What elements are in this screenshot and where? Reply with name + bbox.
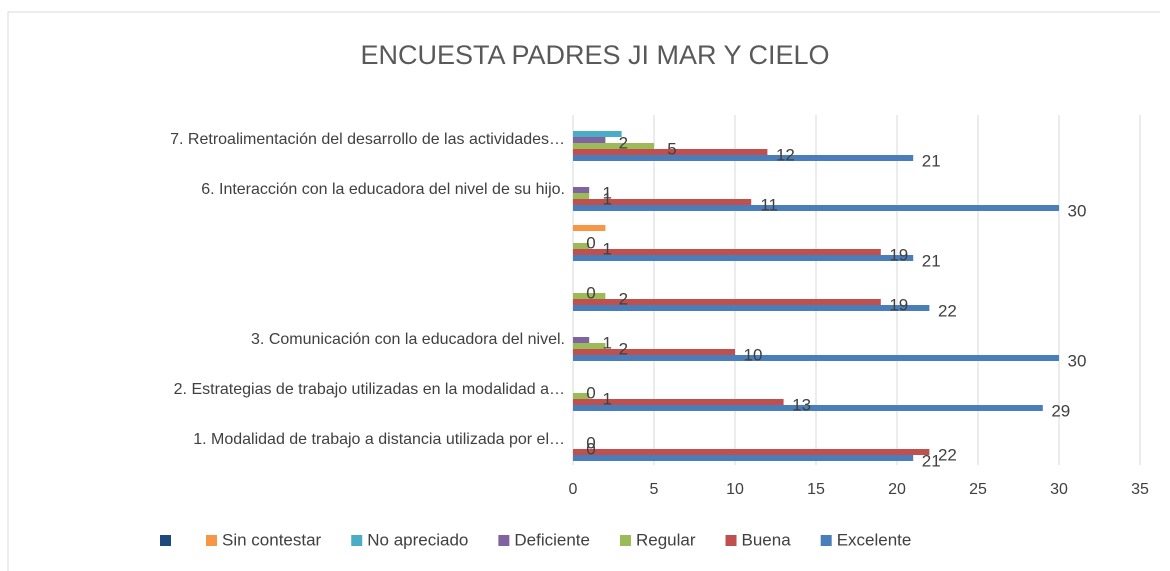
legend-label: Sin contestar	[222, 530, 322, 549]
legend-label: No apreciado	[367, 530, 468, 549]
y-tick-label: 7. Retroalimentación del desarrollo de l…	[170, 131, 565, 148]
data-label: 21	[922, 251, 941, 270]
data-label: 0	[586, 283, 595, 302]
legend-swatch	[498, 535, 510, 546]
legend-swatch	[160, 535, 171, 546]
data-label: 1	[602, 333, 611, 352]
data-label: 11	[760, 195, 778, 214]
data-label: 30	[1068, 201, 1087, 220]
data-label: 2	[619, 339, 628, 358]
data-label: 22	[938, 301, 957, 320]
legend-swatch	[725, 535, 737, 546]
bar	[573, 349, 735, 355]
data-label: 1	[602, 183, 611, 202]
bar	[573, 193, 590, 199]
bar	[573, 155, 914, 161]
data-label: 5	[667, 139, 676, 158]
bar	[573, 343, 606, 349]
bar	[573, 455, 914, 461]
data-label: 0	[586, 439, 595, 458]
bar	[573, 399, 784, 405]
legend-label: Buena	[742, 530, 792, 549]
bar	[573, 305, 930, 311]
data-label: 0	[586, 383, 595, 402]
bar	[573, 243, 590, 249]
data-label: 30	[1068, 351, 1087, 370]
bar	[573, 293, 606, 299]
y-tick-label: 1. Modalidad de trabajo a distancia util…	[193, 431, 565, 448]
data-label: 19	[889, 295, 908, 314]
x-tick-label: 5	[650, 481, 659, 498]
x-tick-label: 10	[726, 481, 744, 498]
bar	[573, 225, 606, 231]
x-tick-label: 25	[969, 481, 987, 498]
data-label: 2	[619, 289, 628, 308]
chart-title: ENCUESTA PADRES JI MAR Y CIELO	[360, 40, 829, 70]
bar	[573, 143, 654, 149]
bar	[573, 199, 752, 205]
bar	[573, 187, 590, 193]
bar	[573, 355, 1059, 361]
y-tick-label: 2. Estrategias de trabajo utilizadas en …	[174, 381, 565, 398]
bar	[573, 449, 930, 455]
data-label: 1	[602, 189, 611, 208]
bar	[573, 249, 881, 255]
data-label: 12	[776, 145, 795, 164]
data-label: 0	[586, 233, 595, 252]
data-label: 10	[744, 345, 763, 364]
data-label: 29	[1051, 401, 1070, 420]
data-label: 1	[602, 239, 611, 258]
data-label: 2	[619, 133, 628, 152]
bar	[573, 299, 881, 305]
x-tick-label: 15	[807, 481, 825, 498]
x-tick-label: 35	[1131, 481, 1149, 498]
bar	[573, 149, 768, 155]
bar	[573, 405, 1043, 411]
chart-border	[7, 11, 1160, 571]
y-tick-label: 6. Interacción con la educadora del nive…	[201, 181, 565, 198]
bar	[573, 393, 590, 399]
bar	[573, 131, 622, 137]
legend-label: Excelente	[837, 530, 912, 549]
bar	[573, 255, 914, 261]
data-label: 0	[586, 433, 595, 452]
data-label: 21	[922, 151, 941, 170]
x-tick-label: 20	[888, 481, 906, 498]
data-label: 21	[922, 451, 941, 470]
bar	[573, 337, 590, 343]
legend-swatch	[619, 535, 631, 546]
legend-swatch	[820, 535, 832, 546]
legend-label: Deficiente	[514, 530, 590, 549]
data-label: 13	[792, 395, 811, 414]
x-tick-label: 30	[1050, 481, 1068, 498]
legend-swatch	[206, 535, 217, 546]
data-label: 22	[938, 445, 957, 464]
bar	[573, 205, 1059, 211]
legend-label: Regular	[636, 530, 696, 549]
x-tick-label: 0	[569, 481, 578, 498]
bar	[573, 137, 606, 143]
data-label: 19	[889, 245, 908, 264]
legend-swatch	[351, 535, 363, 546]
data-label: 1	[602, 389, 611, 408]
y-tick-label: 3. Comunicación con la educadora del niv…	[251, 331, 565, 348]
